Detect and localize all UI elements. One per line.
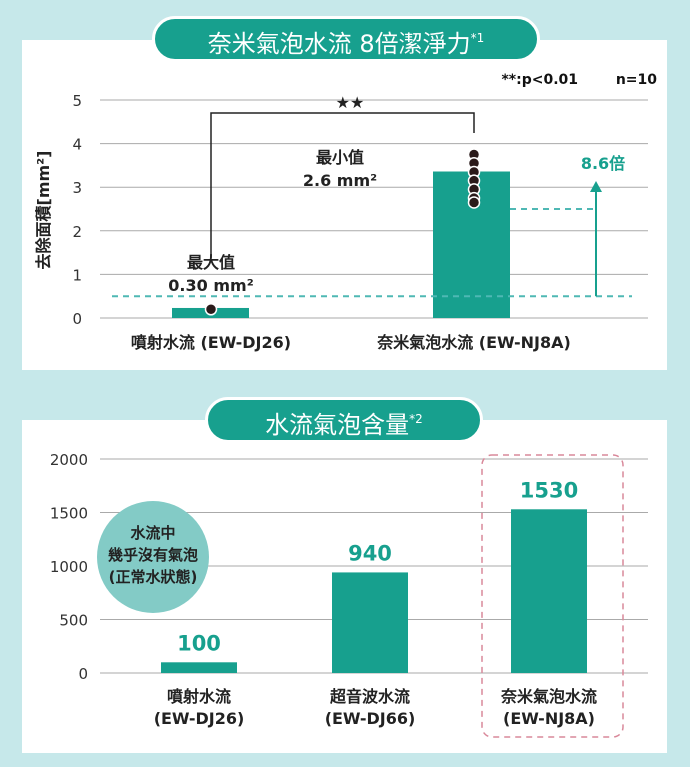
annotation-n: n=10: [616, 72, 657, 88]
callout-text: 水流中: [130, 524, 175, 542]
y-tick-label: 5: [72, 92, 82, 110]
x-tick-label: 奈米氣泡水流: [500, 687, 597, 706]
arrow-head-icon: [590, 181, 602, 192]
y-tick-label: 1: [72, 266, 82, 284]
bar: [161, 662, 237, 673]
bar: [511, 509, 587, 673]
chart2-title: 水流氣泡含量*2: [205, 397, 483, 443]
significance-bracket: [210, 112, 475, 258]
y-tick-label: 4: [72, 136, 82, 154]
y-tick-label: 1500: [50, 505, 88, 523]
annotation-min_label: 最小值: [316, 148, 364, 167]
data-label: 940: [348, 541, 392, 565]
annotation-ratio: 8.6倍: [581, 154, 625, 173]
annotation-max_label: 最大值: [187, 253, 235, 272]
annotation-max_value: 0.30 mm²: [168, 276, 253, 295]
data-point: [467, 196, 481, 209]
x-tick-label: (EW-DJ66): [325, 709, 416, 728]
y-tick-label: 0: [72, 310, 82, 328]
y-tick-label: 1000: [50, 558, 88, 576]
y-tick-label: 2000: [50, 451, 88, 469]
chart2-title-note: *2: [409, 412, 423, 426]
x-tick-label: 噴射水流: [167, 687, 231, 706]
x-tick-label: (EW-NJ8A): [503, 709, 595, 728]
chart1-title-note: *1: [470, 31, 485, 45]
annotation-sig: ★★: [336, 93, 365, 112]
bar: [332, 572, 408, 673]
annotation-min_value: 2.6 mm²: [303, 171, 377, 190]
y-tick-label: 0: [78, 665, 88, 683]
chart2-title-text: 水流氣泡含量: [265, 411, 410, 439]
callout-text: 幾乎沒有氣泡: [108, 546, 198, 564]
data-label: 100: [177, 631, 221, 655]
x-tick-label: 奈米氣泡水流 (EW-NJ8A): [376, 333, 571, 352]
y-tick-label: 3: [72, 179, 82, 197]
chart1-panel: [22, 40, 667, 370]
callout-text: (正常水狀態): [109, 568, 198, 586]
highlight-box: [481, 454, 624, 738]
chart1-title: 奈米氣泡水流 8倍潔淨力*1: [152, 16, 540, 62]
callout-circle: [97, 501, 209, 613]
data-label: 1530: [520, 478, 578, 502]
y-axis-label: 去除面積[mm²]: [34, 151, 53, 270]
x-tick-label: 噴射水流 (EW-DJ26): [131, 333, 291, 352]
x-tick-label: 超音波水流: [329, 687, 410, 706]
chart1-title-text: 奈米氣泡水流 8倍潔淨力: [207, 30, 471, 58]
y-tick-label: 500: [59, 612, 88, 630]
x-tick-label: (EW-DJ26): [154, 709, 245, 728]
annotation-stat: **:p<0.01: [501, 72, 578, 88]
y-tick-label: 2: [72, 223, 82, 241]
data-point: [204, 303, 218, 316]
